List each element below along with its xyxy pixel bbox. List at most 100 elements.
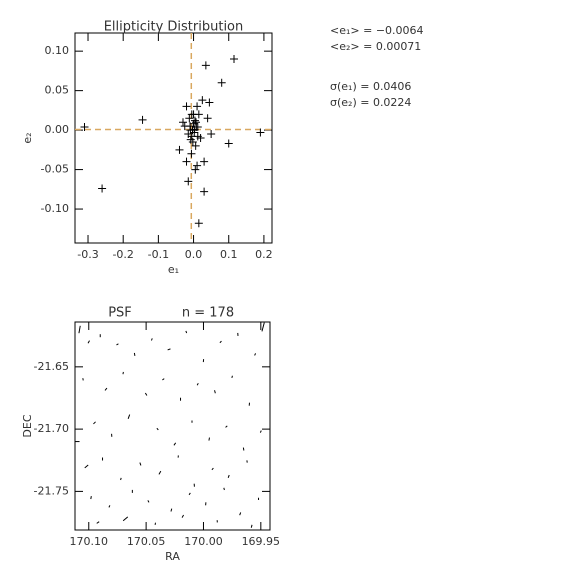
plot-frame [74, 32, 273, 244]
whisker [181, 514, 185, 518]
x-tick-label: 169.95 [242, 535, 281, 548]
whisker [185, 330, 188, 334]
whisker [254, 353, 257, 356]
whisker [78, 325, 81, 334]
whisker [104, 387, 108, 391]
whisker [158, 470, 162, 475]
point [193, 102, 202, 111]
stat-text: <e₁> = −0.0064 [330, 24, 424, 37]
y-tick-label: -0.10 [41, 202, 69, 215]
x-tick-label: -0.2 [112, 248, 133, 261]
point [186, 126, 195, 135]
whisker [242, 447, 245, 451]
y-axis-label: DEC [21, 414, 34, 437]
whisker [259, 430, 262, 433]
point [178, 118, 187, 127]
whisker [139, 462, 142, 466]
stat-text: <e₂> = 0.00071 [330, 40, 421, 53]
point [189, 110, 198, 119]
whisker [156, 427, 159, 431]
whisker [208, 437, 210, 441]
whisker [188, 492, 191, 496]
point [184, 177, 193, 186]
point [191, 165, 200, 174]
whisker [147, 500, 150, 503]
x-tick-label: 0.0 [185, 248, 203, 261]
whisker [239, 512, 242, 516]
whisker [127, 414, 131, 419]
point [201, 61, 210, 70]
whisker [167, 348, 171, 351]
y-tick-label: -0.05 [41, 163, 69, 176]
point [175, 145, 184, 154]
y-axis-label: e₂ [21, 132, 34, 143]
whisker [219, 340, 222, 344]
y-tick-label: 0.10 [45, 44, 70, 57]
x-axis-label: RA [165, 550, 180, 563]
whisker [116, 343, 119, 346]
whisker [150, 338, 153, 341]
y-tick-label: 0.05 [45, 84, 70, 97]
whisker [90, 496, 92, 500]
point [187, 132, 196, 141]
point [182, 157, 191, 166]
point [188, 137, 197, 146]
whisker [196, 383, 199, 386]
point [230, 55, 239, 64]
whisker [133, 352, 136, 356]
whisker [231, 375, 233, 379]
x-tick-label: 170.05 [127, 535, 166, 548]
whisker [223, 487, 225, 491]
point [203, 114, 212, 123]
whisker [162, 378, 165, 381]
point [256, 128, 265, 137]
point [80, 122, 89, 131]
point [180, 122, 189, 131]
x-tick-label: 170.00 [184, 535, 223, 548]
x-tick-label: -0.1 [148, 248, 169, 261]
y-tick-label: -21.75 [34, 484, 69, 497]
whisker [170, 508, 173, 512]
x-tick-label: -0.3 [77, 248, 98, 261]
whisker [84, 464, 89, 469]
x-axis-label: e₁ [168, 263, 179, 276]
stat-text: σ(e₁) = 0.0406 [330, 80, 411, 93]
y-tick-label: -21.70 [34, 422, 69, 435]
point [205, 98, 214, 107]
point [200, 157, 209, 166]
point [192, 118, 201, 127]
stat-text: σ(e₂) = 0.0224 [330, 96, 411, 109]
plot-frame [74, 321, 271, 531]
x-tick-label: 0.1 [220, 248, 238, 261]
whisker [120, 477, 122, 481]
whisker [225, 425, 228, 428]
chart-subtitle: n = 178 [182, 306, 234, 321]
whisker [214, 390, 216, 394]
y-tick-label: 0.00 [45, 123, 70, 136]
point [196, 134, 205, 142]
whisker [108, 505, 111, 508]
point [200, 187, 209, 196]
point [193, 161, 202, 170]
whisker [122, 516, 129, 522]
whisker [261, 322, 265, 332]
x-tick-label: 170.10 [70, 535, 109, 548]
whisker [144, 392, 148, 396]
point [185, 114, 194, 123]
point [98, 184, 107, 193]
whisker [93, 421, 96, 425]
x-tick-label: 0.2 [255, 248, 273, 261]
point [207, 130, 216, 139]
point [190, 116, 199, 125]
point [217, 78, 226, 87]
whisker [211, 467, 214, 471]
chart-title: Ellipticity Distribution [104, 20, 244, 35]
point [198, 96, 207, 105]
whisker [173, 442, 177, 446]
whisker [87, 340, 90, 344]
whisker [96, 521, 100, 524]
chart-title: PSF [108, 306, 132, 321]
point [187, 149, 196, 158]
y-tick-label: -21.65 [34, 360, 69, 373]
